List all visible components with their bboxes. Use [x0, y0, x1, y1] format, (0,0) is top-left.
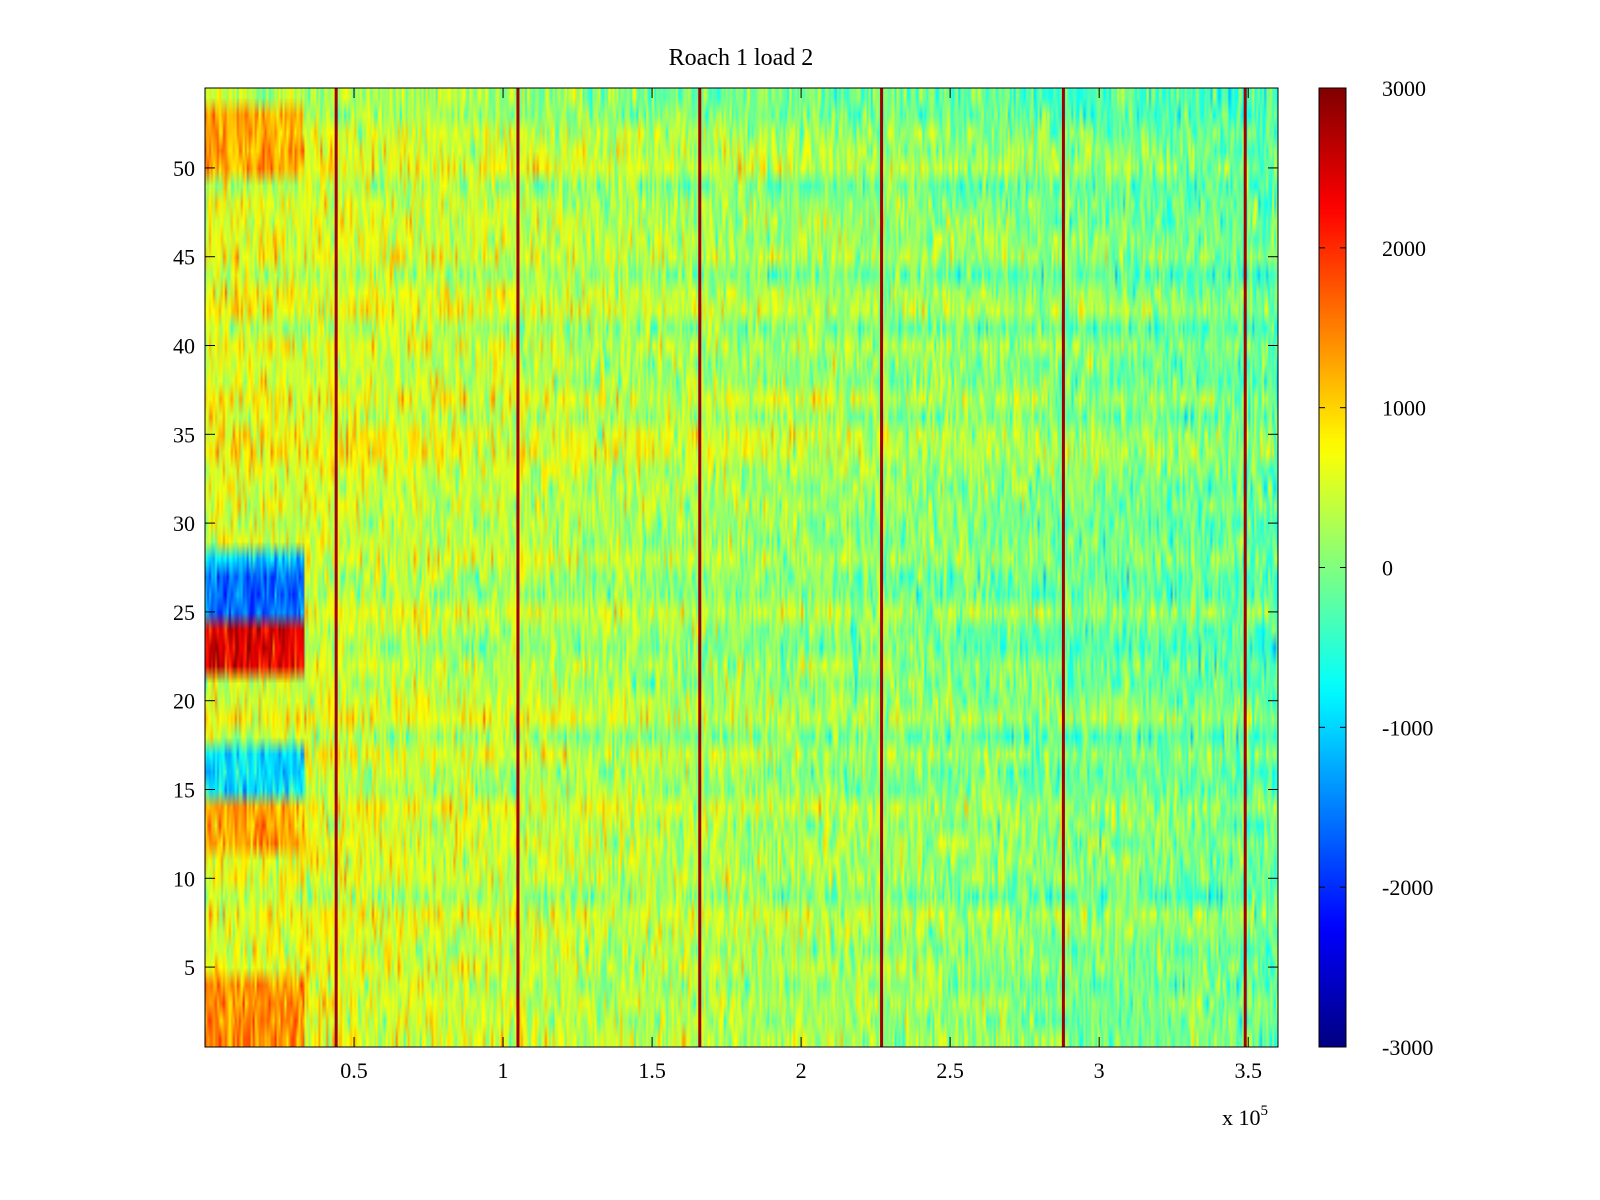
colorbar-tick-label: -2000: [1382, 875, 1433, 900]
vertical-line-2: [516, 88, 520, 1047]
colorbar-tick-label: -1000: [1382, 715, 1433, 740]
colorbar-tick-label: 3000: [1382, 76, 1426, 101]
y-tick-label: 20: [173, 689, 195, 714]
y-axis: 5 10 15 20 25 30 35 40 45 50: [173, 156, 1278, 980]
y-tick-label: 5: [184, 955, 195, 980]
x-tick-label: 0.5: [340, 1058, 368, 1083]
y-tick-label: 40: [173, 334, 195, 359]
colorbar-tick-label: 0: [1382, 556, 1393, 581]
y-tick-label: 50: [173, 156, 195, 181]
y-tick-label: 10: [173, 866, 195, 891]
colorbar-tick-label: 2000: [1382, 236, 1426, 261]
vertical-line-3: [698, 88, 702, 1047]
colorbar-tick-label: -3000: [1382, 1035, 1433, 1060]
y-tick-label: 35: [173, 422, 195, 447]
vertical-line-4: [880, 88, 884, 1047]
vertical-line-5: [1061, 88, 1065, 1047]
x-tick-label: 3.5: [1234, 1058, 1262, 1083]
vertical-lines-layer: [334, 88, 1247, 1047]
y-tick-label: 45: [173, 245, 195, 270]
x-tick-label: 2: [796, 1058, 807, 1083]
heatmap-image: [205, 88, 1278, 1047]
y-tick-label: 25: [173, 600, 195, 625]
vertical-line-1: [334, 88, 338, 1047]
colorbar-axis: 3000 2000 1000 0 -1000 -2000 -3000: [1319, 76, 1433, 1060]
x-exponent-label: x 105: [1222, 1103, 1268, 1130]
x-tick-label: 2.5: [936, 1058, 964, 1083]
plot-frame: [204, 87, 1279, 1048]
colorbar-tick-label: 1000: [1382, 396, 1426, 421]
vertical-line-6: [1243, 88, 1247, 1047]
x-tick-label: 1.5: [638, 1058, 666, 1083]
x-tick-label: 3: [1094, 1058, 1105, 1083]
y-tick-label: 15: [173, 777, 195, 802]
y-tick-label: 30: [173, 511, 195, 536]
x-axis: 0.5 1 1.5 2 2.5 3 3.5: [340, 88, 1262, 1083]
chart-title: Roach 1 load 2: [669, 45, 814, 71]
x-tick-label: 1: [498, 1058, 509, 1083]
